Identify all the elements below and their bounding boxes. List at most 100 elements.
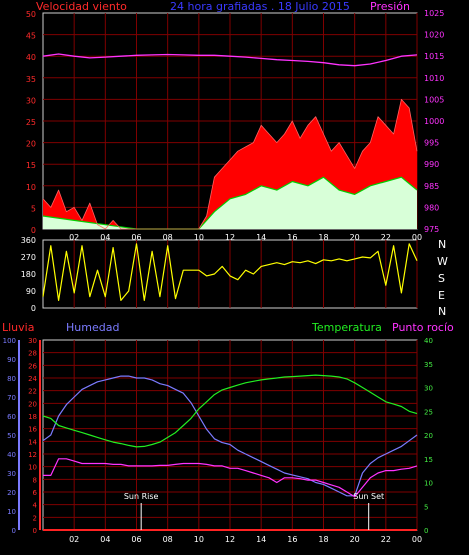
climate-time-tick-label: 14 [256,535,266,544]
wind-time-tick-label: 10 [194,233,204,242]
humidity-tick-label: 100 [3,337,16,345]
pressure-tick-label: 1020 [424,31,444,40]
wind-speed-tick-label: 20 [26,140,36,149]
rain-tick-label: 12 [28,451,37,459]
wind-speed-tick-label: 0 [31,226,36,235]
temperature-tick-label: 40 [424,337,433,345]
chart-title: 24 hora grafiadas . 18 Julio 2015 [170,0,350,13]
rain-tick-label: 28 [28,350,37,358]
pressure-tick-label: 1010 [424,74,444,83]
wind-time-tick-label: 06 [131,233,141,242]
rain-tick-label: 24 [28,375,37,383]
wind-speed-tick-label: 40 [26,53,36,62]
pressure-line [42,53,418,67]
wind-gust-line [42,99,418,230]
pressure-tick-label: 1005 [424,95,444,104]
climate-time-tick-label: 10 [194,535,204,544]
pressure-label: Presión [370,0,410,13]
wind-speed-label: Velocidad viento [36,0,127,13]
climate-time-tick-label: 00 [412,535,422,544]
climate-time-tick-label: 04 [100,535,110,544]
wind-speed-tick-label: 35 [26,75,36,84]
climate-time-tick-label: 08 [163,535,173,544]
climate-time-tick-label: 02 [69,535,79,544]
pressure-tick-label: 985 [424,182,439,191]
climate-time-tick-label: 18 [318,535,328,544]
climate-time-tick-label: 12 [225,535,235,544]
wind-speed-tick-label: 15 [26,161,36,170]
rain-tick-label: 8 [33,476,37,484]
humidity-tick-label: 50 [7,432,16,440]
temperature-label: Temperatura [311,321,382,334]
compass-n-top: N [438,238,446,251]
humidity-tick-label: 0 [12,527,16,535]
wind-time-tick-label: 04 [100,233,110,242]
compass-e: E [438,289,445,302]
sunrise-label: Sun Rise [124,492,159,501]
rain-tick-label: 14 [28,438,37,446]
temperature-line [42,374,418,448]
wind-time-tick-label: 12 [225,233,235,242]
rain-tick-label: 10 [28,464,37,472]
pressure-tick-label: 980 [424,203,439,212]
wind-time-tick-label: 18 [318,233,328,242]
humidity-tick-label: 80 [7,375,16,383]
wind-time-tick-label: 14 [256,233,266,242]
wind-time-tick-label: 02 [69,233,79,242]
humidity-tick-label: 20 [7,489,16,497]
wind-speed-tick-label: 50 [26,10,36,19]
wind-direction-line [42,243,418,301]
wind-time-tick-label: 20 [350,233,360,242]
temperature-tick-label: 20 [424,432,433,440]
rain-tick-label: 20 [28,400,37,408]
climate-time-tick-label: 16 [287,535,297,544]
rain-label: Lluvia [2,321,34,334]
pressure-tick-label: 1000 [424,117,444,126]
rain-tick-label: 0 [33,527,37,535]
temperature-tick-label: 10 [424,480,433,488]
pressure-tick-label: 975 [424,225,439,234]
rain-tick-label: 4 [33,502,38,510]
wind-speed-tick-label: 30 [26,96,36,105]
humidity-tick-label: 10 [7,508,16,516]
wind-speed-tick-label: 10 [26,183,36,192]
compass-n-bottom: N [438,305,446,318]
humidity-tick-label: 70 [7,394,16,402]
temperature-tick-label: 5 [424,503,428,511]
rain-tick-label: 2 [33,514,37,522]
climate-time-tick-label: 20 [350,535,360,544]
direction-tick-label: 360 [21,236,36,245]
wind-speed-tick-label: 5 [31,204,36,213]
wind-speed-tick-label: 25 [26,118,36,127]
direction-tick-label: 0 [31,304,36,313]
pressure-tick-label: 1025 [424,9,444,18]
dewpoint-label: Punto rocío [392,321,454,334]
wind-low-area [43,177,417,229]
rain-tick-label: 18 [28,413,37,421]
compass-s: S [438,272,445,285]
pressure-tick-label: 1015 [424,52,444,61]
humidity-line [42,375,418,497]
temperature-tick-label: 35 [424,361,433,369]
wind-time-tick-label: 22 [381,233,391,242]
wind-time-tick-label: 08 [163,233,173,242]
direction-tick-label: 270 [21,253,36,262]
sunset-label: Sun Set [353,492,384,501]
rain-tick-label: 30 [28,337,37,345]
wind-time-tick-label: 00 [412,233,422,242]
wind-time-tick-label: 16 [287,233,297,242]
pressure-tick-label: 990 [424,160,439,169]
rain-tick-label: 22 [28,388,37,396]
climate-time-tick-label: 06 [131,535,141,544]
direction-tick-label: 90 [26,287,36,296]
humidity-tick-label: 60 [7,413,16,421]
humidity-tick-label: 90 [7,356,16,364]
wind-speed-tick-label: 45 [26,32,36,41]
pressure-tick-label: 995 [424,139,439,148]
humidity-tick-label: 40 [7,451,16,459]
temperature-tick-label: 25 [424,408,433,416]
direction-tick-label: 180 [21,270,36,279]
rain-tick-label: 6 [33,489,38,497]
temperature-tick-label: 30 [424,385,433,393]
